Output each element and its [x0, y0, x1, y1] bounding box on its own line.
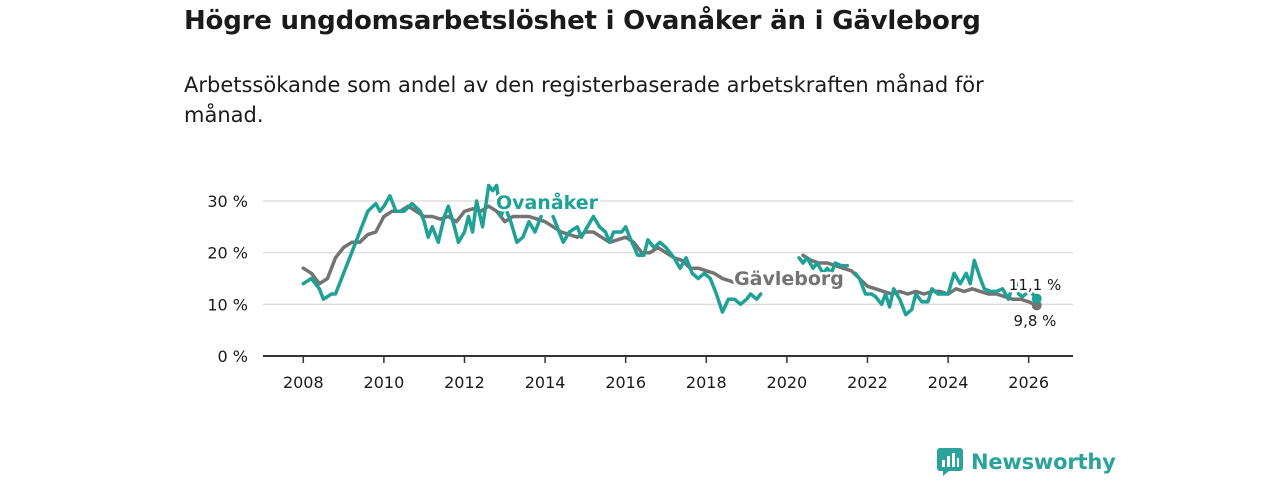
x-tick-label: 2012	[444, 373, 485, 392]
gavleborg-line	[301, 204, 741, 286]
x-tick-label: 2024	[928, 373, 969, 392]
y-tick-label: 20 %	[207, 244, 248, 263]
gavleborg-line	[801, 253, 1039, 308]
gridlines	[263, 200, 1073, 357]
chart-title: Högre ungdomsarbetslöshet i Ovanåker än …	[184, 6, 981, 36]
gavleborg-end-value: 9,8 %	[1014, 312, 1057, 330]
brand-name: Newsworthy	[971, 450, 1116, 474]
x-tick-label: 2014	[525, 373, 566, 392]
y-tick-label: 0 %	[218, 347, 248, 366]
ovanaker-line	[853, 258, 1039, 317]
ovanaker-series-label: Ovanåker	[496, 190, 599, 214]
series-lines	[301, 183, 1042, 317]
series-labels: Ovanåker Gävleborg 11,1 % 9,8 %	[493, 188, 1063, 333]
x-tick-label: 2018	[686, 373, 727, 392]
newsworthy-brand: Newsworthy	[937, 448, 1116, 476]
ovanaker-endpoint	[1031, 293, 1042, 304]
axis-ticks: 0 % 10 % 20 % 30 % 2008 2010 2012 2014 2016 2018 2…	[207, 192, 1049, 392]
ovanaker-end-value: 11,1 %	[1009, 276, 1061, 294]
x-tick-label: 2022	[847, 373, 888, 392]
x-tick-label: 2016	[605, 373, 646, 392]
y-tick-label: 10 %	[207, 295, 248, 314]
gavleborg-series-label: Gävleborg	[734, 268, 844, 290]
ovanaker-line	[301, 183, 543, 301]
newsworthy-logo-icon	[937, 448, 963, 476]
x-tick-label: 2010	[364, 373, 405, 392]
y-tick-label: 30 %	[207, 192, 248, 211]
x-tick-label: 2020	[767, 373, 808, 392]
x-tick-label: 2026	[1008, 373, 1049, 392]
ovanaker-line	[551, 214, 763, 314]
chart-subtitle: Arbetssökande som andel av den registerb…	[184, 73, 984, 127]
ovanaker-line	[797, 256, 850, 276]
x-tick-label: 2008	[283, 373, 324, 392]
